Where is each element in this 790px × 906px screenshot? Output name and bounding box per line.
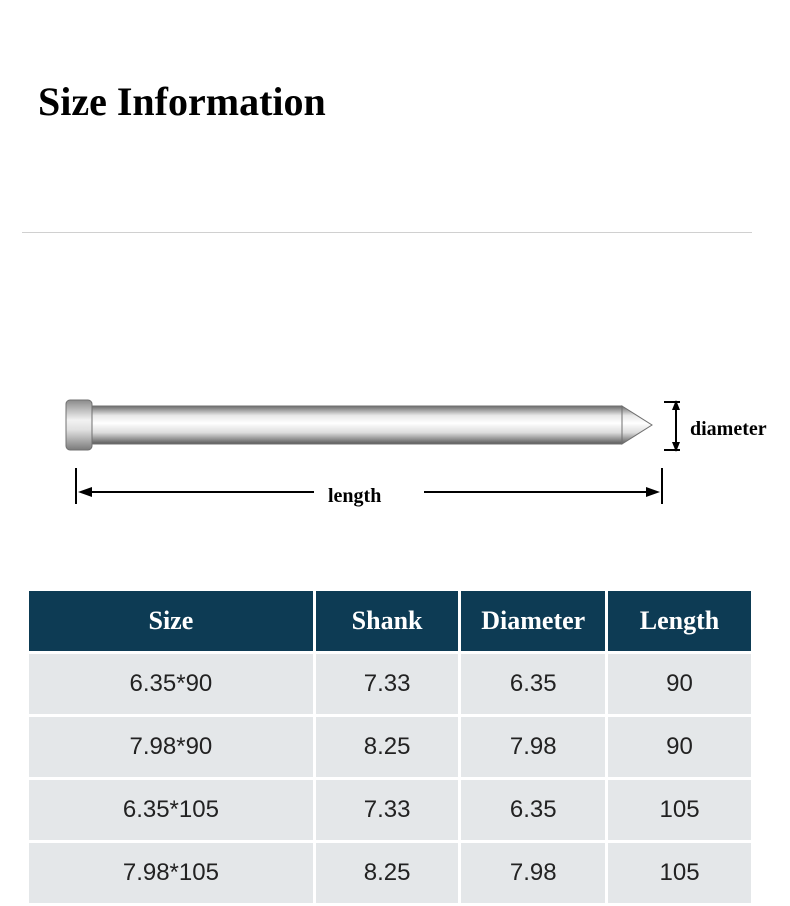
cell-length: 105 xyxy=(608,843,751,903)
cell-shank: 8.25 xyxy=(316,717,459,777)
pin-diagram: diameter length xyxy=(64,394,784,534)
cell-size: 6.35*105 xyxy=(29,780,313,840)
table-row: 7.98*90 8.25 7.98 90 xyxy=(29,717,751,777)
cell-diameter: 6.35 xyxy=(461,780,605,840)
cell-size: 6.35*90 xyxy=(29,654,313,714)
cell-length: 90 xyxy=(608,654,751,714)
length-label: length xyxy=(328,485,381,508)
cell-diameter: 6.35 xyxy=(461,654,605,714)
size-table: Size Shank Diameter Length 6.35*90 7.33 … xyxy=(26,588,754,906)
cell-shank: 7.33 xyxy=(316,654,459,714)
table-row: 7.98*105 8.25 7.98 105 xyxy=(29,843,751,903)
table-row: 6.35*105 7.33 6.35 105 xyxy=(29,780,751,840)
pin-drawing xyxy=(64,394,664,464)
cell-diameter: 7.98 xyxy=(461,843,605,903)
cell-diameter: 7.98 xyxy=(461,717,605,777)
cell-shank: 7.33 xyxy=(316,780,459,840)
col-header-shank: Shank xyxy=(316,591,459,651)
cell-length: 105 xyxy=(608,780,751,840)
table-header-row: Size Shank Diameter Length xyxy=(29,591,751,651)
cell-size: 7.98*105 xyxy=(29,843,313,903)
diameter-label: diameter xyxy=(690,418,767,441)
page-title: Size Information xyxy=(38,78,326,125)
cell-size: 7.98*90 xyxy=(29,717,313,777)
col-header-size: Size xyxy=(29,591,313,651)
cell-length: 90 xyxy=(608,717,751,777)
table-row: 6.35*90 7.33 6.35 90 xyxy=(29,654,751,714)
divider xyxy=(22,232,752,233)
cell-shank: 8.25 xyxy=(316,843,459,903)
col-header-length: Length xyxy=(608,591,751,651)
col-header-diameter: Diameter xyxy=(461,591,605,651)
